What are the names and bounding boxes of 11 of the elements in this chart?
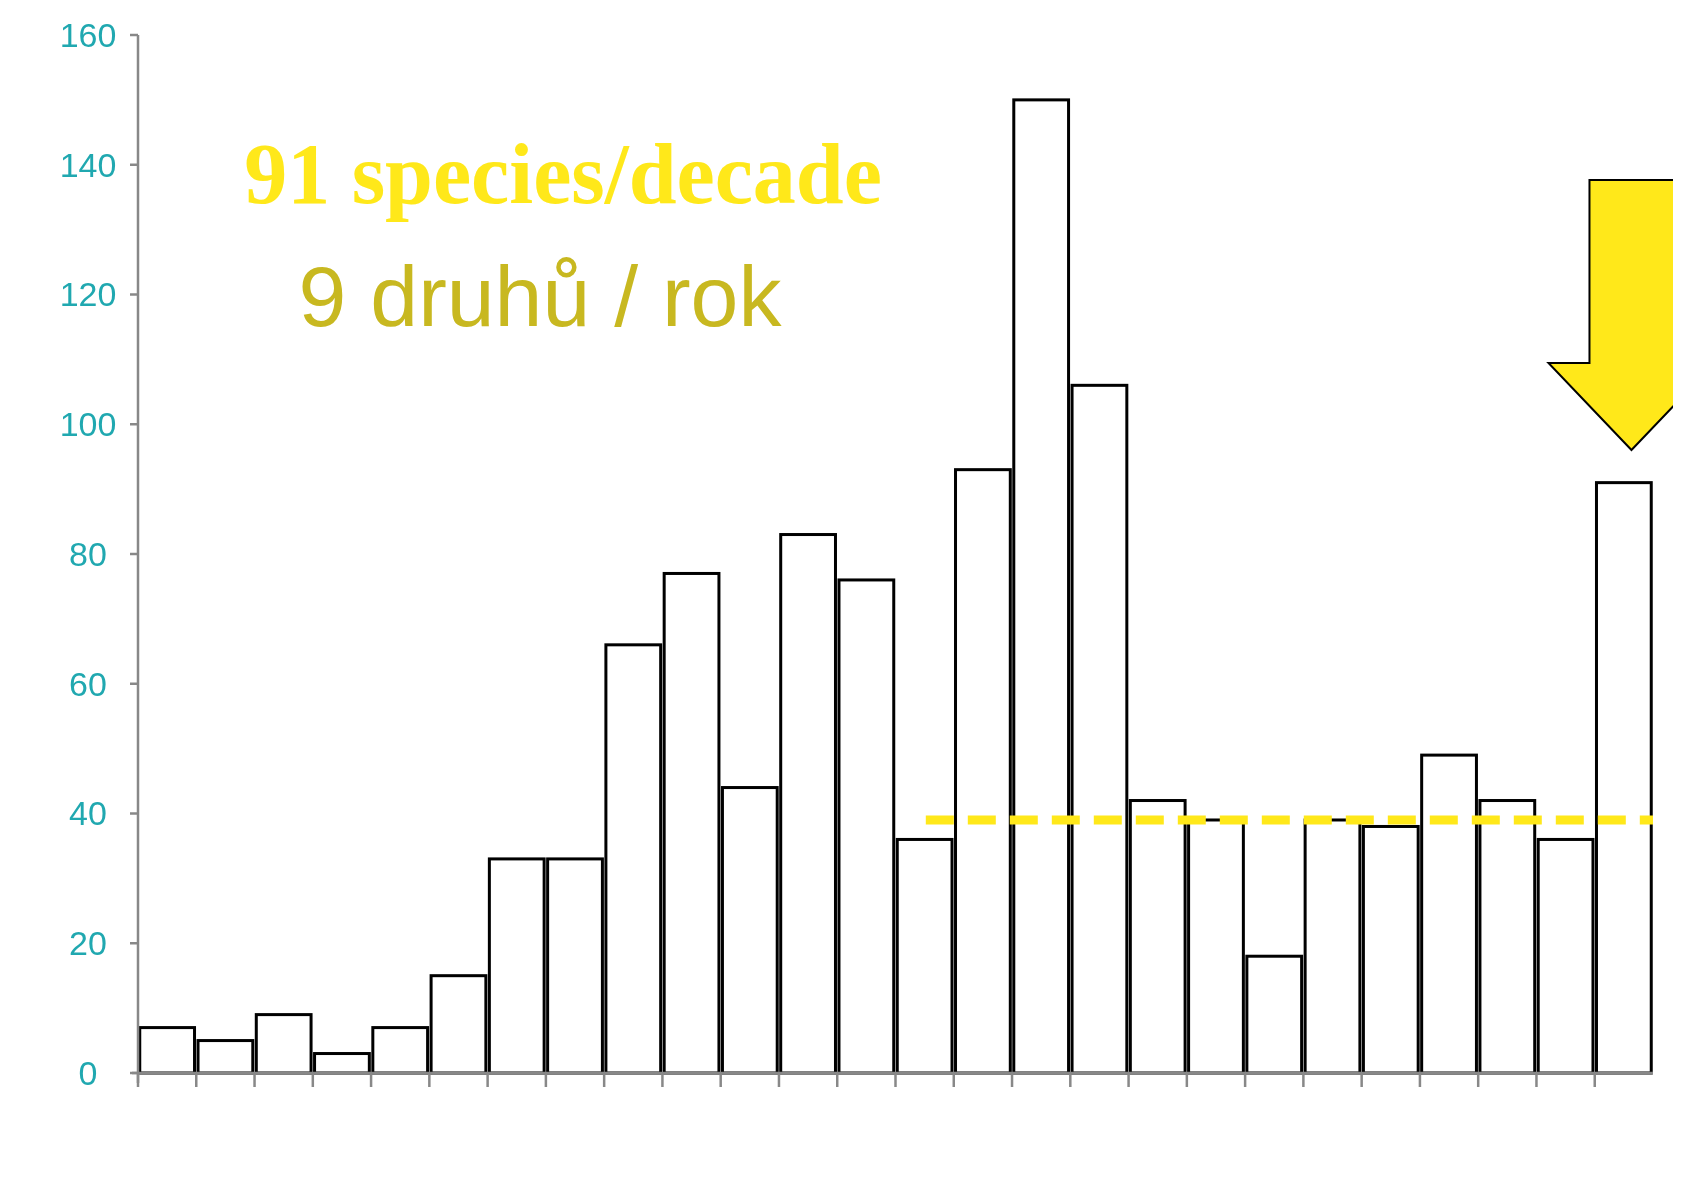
y-tick-label: 60 <box>69 664 107 703</box>
y-tick-label: 160 <box>59 15 117 54</box>
y-tick-label: 20 <box>69 924 107 963</box>
annotation: 9 druhů / rok <box>298 248 783 344</box>
y-tick-label: 140 <box>59 145 117 184</box>
annotation: 91 species/decade <box>244 126 882 222</box>
y-tick-label: 0 <box>78 1053 98 1092</box>
y-tick-label: 100 <box>59 405 117 444</box>
y-tick-label: 120 <box>59 275 117 314</box>
y-tick-label: 40 <box>69 794 107 833</box>
y-tick-label: 80 <box>69 534 107 573</box>
